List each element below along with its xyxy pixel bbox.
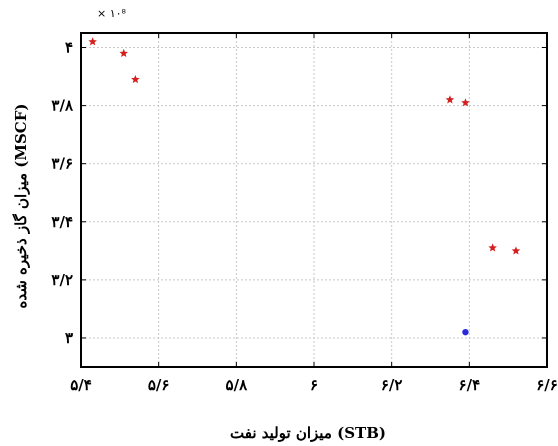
x-axis-title: میزان تولید نفت (STB) <box>230 424 386 442</box>
x-tick-label: ۶/۴ <box>459 376 481 394</box>
y-tick-label: ۳/۶ <box>51 155 73 173</box>
y-tick-label: ۳/۸ <box>51 97 74 115</box>
x-tick-label: ۵/۶ <box>148 376 170 394</box>
data-points <box>88 37 521 336</box>
data-point <box>511 246 521 255</box>
data-point <box>119 48 128 57</box>
data-point <box>488 243 497 252</box>
data-point <box>131 74 140 84</box>
x-tick-label: ۵/۸ <box>226 376 249 394</box>
data-point <box>462 328 469 336</box>
y-axis-title: میزان گاز ذخیره شده (MSCF) <box>12 103 30 308</box>
x-tick-label: ۶/۶ <box>536 376 558 394</box>
y-tick-label: ۳/۴ <box>51 213 73 231</box>
plot-area-frame <box>80 32 548 368</box>
data-point <box>461 98 470 107</box>
y-tick-label: ۴ <box>65 39 73 57</box>
x-tick-label: ۵/۴ <box>70 376 92 394</box>
data-point <box>445 95 455 104</box>
grid-lines <box>81 33 547 367</box>
y-tick-label: ۳/۲ <box>51 271 73 289</box>
y-tick-label: ۳ <box>65 329 73 347</box>
x-tick-label: ۶/۲ <box>381 376 403 394</box>
data-point <box>88 37 97 46</box>
axis-ticks: ۵/۴ ۵/۶ ۵/۸ ۶ ۶/۲ ۶/۴ ۶/۶ ۳ ۳/۲ ۳/۴ ۳/۶ ۳/۸ ۴ <box>51 33 558 394</box>
y-axis-multiplier: × ۱۰⁸ <box>97 7 127 20</box>
x-tick-label: ۶ <box>310 376 318 394</box>
